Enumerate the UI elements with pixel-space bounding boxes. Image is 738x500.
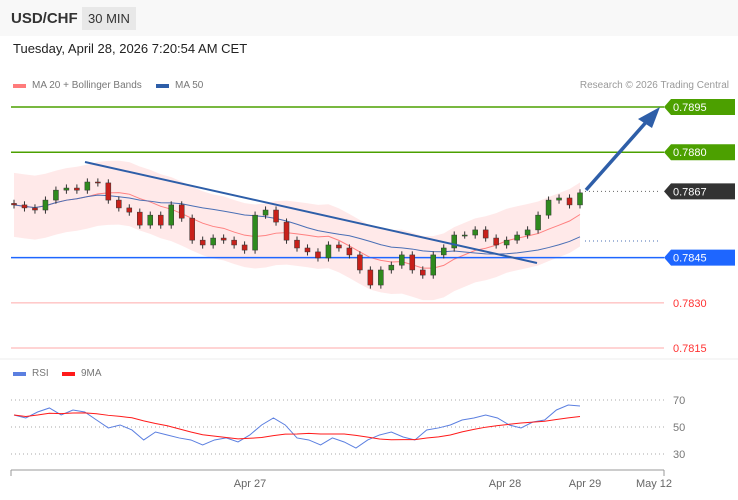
legend-label: RSI	[32, 368, 49, 379]
level-tag	[664, 99, 735, 115]
symbol-title: USD/CHF	[11, 10, 78, 27]
legend-swatch	[13, 83, 26, 88]
candle	[430, 254, 437, 276]
level-tag	[664, 249, 735, 266]
candle	[220, 237, 227, 241]
candle	[315, 251, 321, 259]
candle	[357, 254, 363, 271]
x-tick-label: Apr 28	[489, 478, 521, 490]
candle	[105, 182, 112, 201]
candle	[84, 181, 91, 191]
candle	[95, 181, 101, 184]
candle	[283, 221, 290, 241]
level-tag	[664, 144, 735, 161]
candle	[53, 189, 59, 201]
bollinger-band	[14, 160, 580, 301]
legend-label: MA 20 + Bollinger Bands	[32, 80, 142, 91]
candle	[11, 203, 17, 206]
candle	[367, 269, 374, 286]
candle	[440, 247, 447, 256]
trend-line	[84, 161, 538, 264]
candle	[409, 254, 416, 271]
candle	[482, 229, 489, 239]
candle	[545, 199, 552, 216]
candle	[137, 211, 143, 226]
x-tick-label: May 12	[636, 478, 672, 490]
candle	[493, 237, 499, 246]
candle	[210, 237, 216, 246]
rsi-line	[13, 404, 581, 449]
candle	[157, 214, 164, 226]
rsi-tick-label: 50	[673, 422, 685, 434]
target-arrow	[584, 118, 650, 192]
candle	[168, 204, 174, 226]
level-label: 0.7845	[673, 253, 707, 265]
candle	[378, 269, 384, 286]
rsi-tick-label: 70	[673, 395, 685, 407]
copyright: Research © 2026 Trading Central	[579, 80, 729, 91]
candle	[577, 192, 583, 206]
candle	[189, 217, 195, 241]
candle	[262, 209, 269, 216]
level-label: 0.7880	[673, 147, 707, 159]
legend-swatch	[62, 371, 75, 376]
legend-swatch	[156, 83, 169, 88]
candle	[42, 199, 49, 211]
candle	[556, 197, 562, 201]
candle	[420, 269, 426, 276]
candle	[294, 239, 300, 249]
x-tick-label: Apr 27	[234, 478, 266, 490]
candle	[304, 247, 311, 253]
legend-rsi: RSI	[13, 368, 49, 379]
legend-label: MA 50	[175, 80, 204, 91]
candle	[503, 239, 510, 246]
legend-ma20: MA 20 + Bollinger Bands	[13, 80, 142, 91]
legend-swatch	[13, 371, 26, 376]
candle	[32, 207, 38, 211]
header-bar: USD/CHF 30 MIN	[0, 0, 738, 36]
legend-label: 9MA	[81, 368, 102, 379]
level-label: 0.7830	[673, 298, 707, 310]
candle	[514, 234, 520, 241]
level-tag	[664, 183, 735, 200]
candle	[147, 214, 154, 226]
rsi-tick-label: 30	[673, 449, 685, 461]
level-label: 0.7867	[673, 186, 707, 198]
candle	[199, 239, 206, 246]
arrow-head-icon	[638, 107, 660, 128]
candle	[566, 197, 573, 206]
x-tick-label: Apr 29	[569, 478, 601, 490]
candle	[535, 214, 541, 231]
timestamp: Tuesday, April 28, 2026 7:20:54 AM CET	[13, 41, 248, 56]
candle	[178, 204, 185, 219]
candle	[241, 244, 248, 251]
candle	[472, 229, 478, 236]
candle	[451, 234, 457, 249]
rsi-9ma-line	[13, 412, 581, 441]
candle	[273, 209, 279, 223]
candle	[126, 207, 133, 213]
level-label: 0.7895	[673, 102, 707, 114]
candle	[325, 244, 332, 259]
candle	[231, 239, 237, 246]
candle	[399, 254, 405, 266]
legend-9ma: 9MA	[62, 368, 102, 379]
candle	[461, 234, 468, 237]
timeframe-button[interactable]: 30 MIN	[82, 7, 136, 30]
candle	[346, 247, 353, 256]
candle	[388, 264, 395, 271]
candle	[524, 229, 531, 236]
candle	[21, 204, 28, 209]
candle	[74, 187, 80, 191]
candle	[63, 187, 70, 191]
level-label: 0.7815	[673, 343, 707, 355]
legend-ma50: MA 50	[156, 80, 203, 91]
candle	[336, 244, 342, 249]
candle	[116, 199, 122, 209]
candle	[252, 214, 258, 251]
